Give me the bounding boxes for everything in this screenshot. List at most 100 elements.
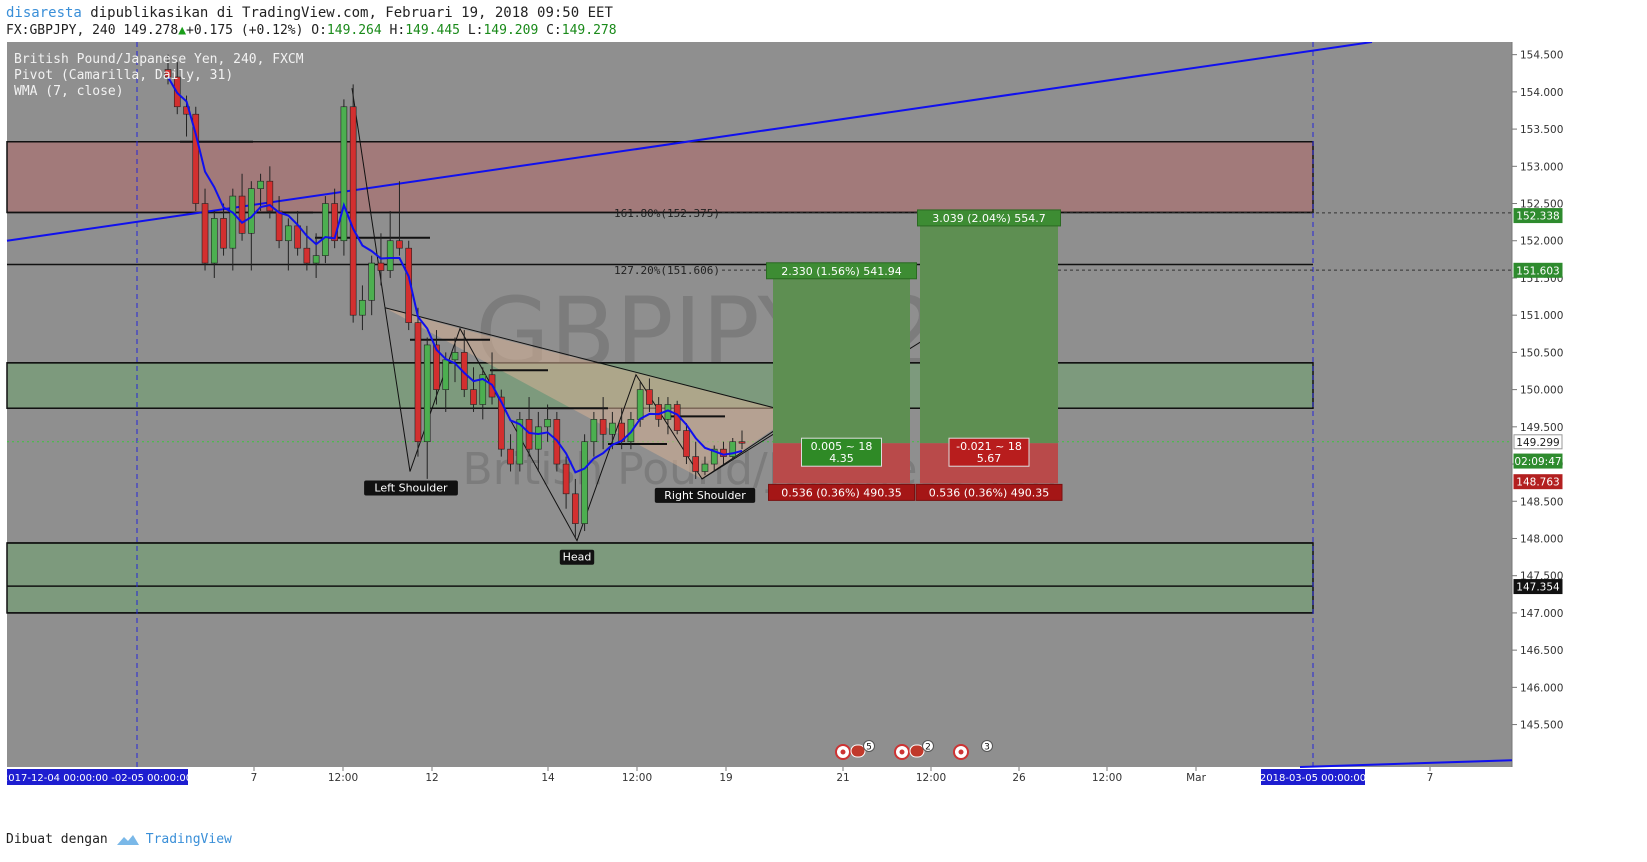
long-position-0[interactable]: 2.330 (1.56%) 541.94 0.005 ~ 184.35 0.536 … <box>766 262 917 501</box>
candle-body <box>386 240 394 271</box>
center-label-1: -0.021 ~ 18 <box>956 440 1022 453</box>
event-badge <box>922 740 934 752</box>
pattern-label-box-1 <box>559 549 595 565</box>
candle[interactable] <box>599 397 607 450</box>
y-tick-label-2: 153.500 <box>1520 124 1563 136</box>
x-tick-label-8: 26 <box>1012 772 1026 784</box>
candle-body <box>433 344 440 390</box>
time-axis[interactable] <box>0 767 1512 787</box>
y-tick-label-5: 152.000 <box>1520 236 1563 248</box>
candle[interactable] <box>303 225 311 271</box>
candle[interactable] <box>201 188 209 271</box>
candle-body <box>609 422 616 435</box>
trend-line-lower[interactable] <box>1299 759 1513 768</box>
candle[interactable] <box>164 54 172 85</box>
candle[interactable] <box>210 210 218 278</box>
candle[interactable] <box>266 166 274 219</box>
candle[interactable] <box>368 255 375 316</box>
candle[interactable] <box>285 218 292 271</box>
candle[interactable] <box>238 173 246 241</box>
x-tick-label-0: 7 <box>251 772 258 784</box>
legend-wma[interactable]: WMA (7, close) <box>14 84 124 99</box>
candle[interactable] <box>470 367 477 412</box>
high-label: H: <box>389 23 406 38</box>
candle-body <box>683 430 690 457</box>
candle[interactable] <box>322 196 329 264</box>
candle[interactable] <box>248 181 255 271</box>
candle[interactable] <box>729 437 737 461</box>
candle[interactable] <box>433 330 440 405</box>
economic-event-0[interactable]: 5 <box>835 740 875 760</box>
candle[interactable] <box>692 441 700 479</box>
candle[interactable] <box>479 367 487 420</box>
candle[interactable] <box>359 285 366 331</box>
candle[interactable] <box>275 196 283 249</box>
candle[interactable] <box>535 411 542 472</box>
candle[interactable] <box>451 337 459 383</box>
candle[interactable] <box>257 173 264 211</box>
economic-event-2[interactable]: 3 <box>953 740 993 760</box>
x-tick-label-5: 19 <box>719 772 732 784</box>
candle[interactable] <box>229 188 237 271</box>
y-tick-label-17: 146.000 <box>1520 682 1563 694</box>
candle-body <box>701 463 709 472</box>
price-tag-box-1 <box>1513 262 1563 278</box>
footer: Dibuat dengan TradingView <box>6 832 232 847</box>
candle[interactable] <box>581 434 588 532</box>
stop-label-box <box>915 483 1063 501</box>
candle-body <box>294 225 301 249</box>
target-label: 2.330 (1.56%) 541.94 <box>781 265 902 278</box>
economic-event-1[interactable]: 2 <box>894 740 934 760</box>
candle[interactable] <box>414 307 422 457</box>
candle-body <box>535 426 542 450</box>
long-position-1[interactable]: 3.039 (2.04%) 554.7 -0.021 ~ 185.67 0.536 … <box>915 209 1063 501</box>
high-value: 149.445 <box>405 23 460 38</box>
candle[interactable] <box>220 203 227 256</box>
candle-body <box>442 359 450 390</box>
candle[interactable] <box>609 411 616 450</box>
target-zone <box>920 216 1058 444</box>
triangle-upper-line <box>384 307 797 414</box>
candle-body <box>210 218 218 264</box>
candle[interactable] <box>349 84 357 323</box>
candle-body <box>229 195 237 249</box>
candle[interactable] <box>544 404 551 442</box>
candle[interactable] <box>562 456 570 509</box>
candle-body <box>507 448 514 465</box>
candle[interactable] <box>423 337 431 479</box>
candle-body <box>451 352 459 361</box>
zone-red-0 <box>6 140 1314 214</box>
candle-body <box>572 493 579 524</box>
y-tick-label-15: 147.000 <box>1520 608 1563 620</box>
candle[interactable] <box>312 233 320 278</box>
tradingview-link[interactable]: TradingView <box>116 832 232 847</box>
event-badge <box>981 740 993 752</box>
candle[interactable] <box>683 423 690 465</box>
candle-body <box>544 419 551 428</box>
x-tick-label-1: 12:00 <box>328 772 358 784</box>
candle[interactable] <box>572 478 579 539</box>
candle[interactable] <box>192 106 200 211</box>
candle[interactable] <box>507 434 514 472</box>
candle[interactable] <box>701 456 709 476</box>
wma-line[interactable] <box>167 76 743 474</box>
candle[interactable] <box>738 430 746 450</box>
legend-pivot[interactable]: Pivot (Camarilla, Daily, 31) <box>14 68 234 83</box>
price-axis[interactable] <box>1512 42 1647 787</box>
x-tick-label-2: 12 <box>425 772 438 784</box>
candle[interactable] <box>646 378 653 412</box>
candle[interactable] <box>396 181 403 256</box>
candle[interactable] <box>340 99 348 256</box>
center-label-2: 4.35 <box>829 452 854 465</box>
author-link[interactable]: disaresta <box>6 5 82 21</box>
candle[interactable] <box>590 411 598 457</box>
candle[interactable] <box>386 210 394 278</box>
center-label-box <box>948 437 1030 467</box>
candle-body <box>581 441 588 524</box>
open-label: O: <box>311 23 327 38</box>
pattern-label-2: Right Shoulder <box>664 489 746 502</box>
candle[interactable] <box>710 445 718 472</box>
candle[interactable] <box>516 411 524 472</box>
tradingview-logo-icon <box>116 834 139 845</box>
